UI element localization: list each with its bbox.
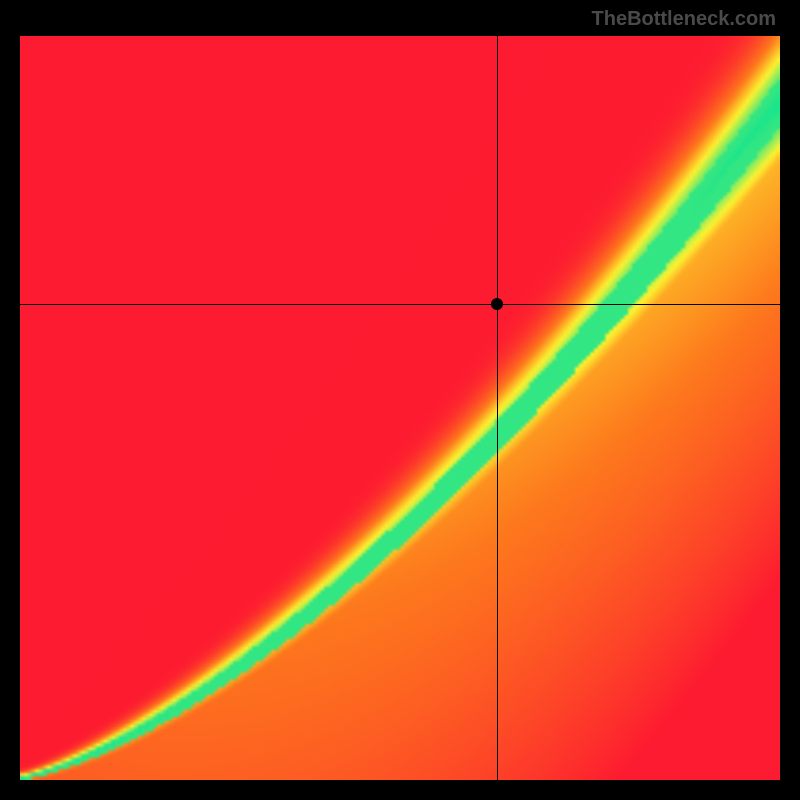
crosshair-horizontal	[20, 304, 780, 305]
crosshair-marker	[491, 298, 503, 310]
heatmap-canvas	[20, 36, 780, 780]
crosshair-vertical	[497, 36, 498, 780]
heatmap-plot	[20, 36, 780, 780]
attribution-text: TheBottleneck.com	[592, 8, 776, 31]
